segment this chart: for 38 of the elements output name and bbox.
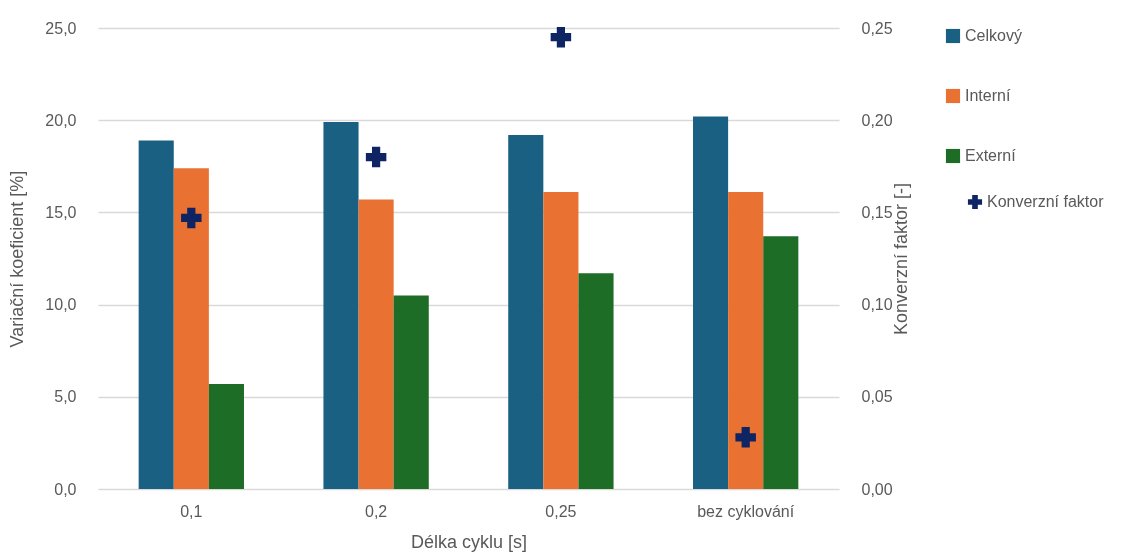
y2-tick-label: 0,15 — [861, 203, 893, 221]
y-axis-title: Variační koeficient [%] — [7, 170, 28, 348]
x-tick-label: 0,2 — [364, 502, 388, 520]
legend-label: Externí — [965, 147, 1017, 164]
y2-tick-label: 0,25 — [861, 19, 893, 37]
legend-label: Interní — [965, 87, 1011, 104]
bar — [693, 116, 729, 489]
bar — [323, 122, 359, 489]
bar — [173, 168, 209, 489]
x-tick-label: 0,1 — [180, 502, 203, 520]
point — [365, 146, 387, 168]
y-tick-label: 15,0 — [45, 203, 77, 221]
point — [550, 26, 572, 48]
y-tick-label: 10,0 — [45, 296, 77, 314]
bar — [393, 295, 429, 489]
y2-tick-label: 0,10 — [861, 296, 893, 314]
bar — [763, 236, 799, 489]
legend-label: Konverzní faktor — [987, 193, 1105, 210]
x-tick-label: bez cyklování — [697, 502, 795, 520]
bar — [578, 273, 614, 489]
y2-tick-label: 0,05 — [861, 388, 893, 406]
x-axis-title: Délka cyklu [s] — [410, 531, 528, 552]
y-tick-label: 0,0 — [54, 480, 77, 498]
y-tick-label: 25,0 — [45, 19, 77, 37]
y-tick-label: 5,0 — [54, 388, 77, 406]
point — [735, 427, 756, 448]
y2-tick-label: 0,00 — [861, 480, 893, 498]
y2-tick-label: 0,20 — [861, 111, 893, 129]
legend-label: Celkový — [965, 27, 1022, 44]
bar — [543, 192, 579, 489]
bar — [508, 134, 544, 489]
y-tick-label: 20,0 — [45, 111, 77, 129]
bar — [208, 383, 244, 489]
bar — [138, 140, 174, 489]
point — [181, 207, 202, 229]
bar — [358, 199, 394, 489]
x-tick-label: 0,25 — [545, 502, 577, 520]
bar — [728, 192, 764, 489]
